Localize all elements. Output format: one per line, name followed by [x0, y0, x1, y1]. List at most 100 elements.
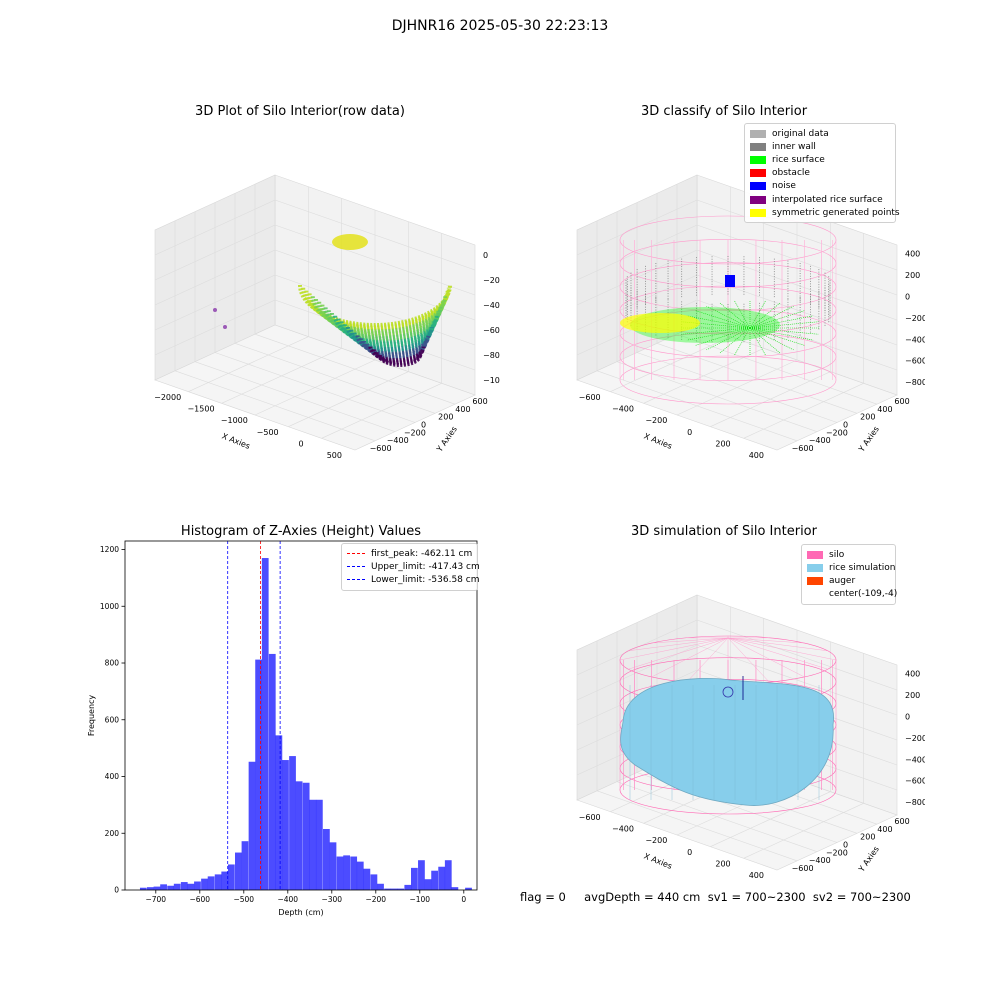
histogram-bar: [302, 782, 310, 890]
y-tick-label: 400: [877, 825, 892, 834]
z-tick-label: −800: [483, 351, 500, 360]
x-tick-label: 400: [749, 451, 764, 460]
y-tick-label: 600: [472, 397, 487, 406]
rice-surface-rays: [749, 302, 781, 329]
histogram-bar: [336, 856, 344, 890]
grid-line: [576, 619, 698, 676]
legend-label: inner wall: [772, 141, 816, 152]
x-tick-label: −100: [409, 895, 430, 904]
x-tick-label: 400: [749, 871, 764, 880]
raw-plot-title: 3D Plot of Silo Interior(row data): [195, 104, 405, 119]
histogram-bar: [235, 852, 242, 890]
legend-line-sample: [347, 579, 365, 581]
y-tick-label: 600: [894, 817, 909, 826]
symmetric-points: [620, 313, 700, 333]
y-axis-label: Y Axies: [434, 425, 459, 455]
grid-line: [696, 199, 898, 271]
grid-line: [676, 333, 878, 405]
x-tick-label: −1500: [187, 405, 214, 414]
legend-entry: Lower_limit: -536.58 cm: [347, 573, 479, 586]
y-tick-label: −600: [792, 444, 814, 453]
histogram-bar: [194, 881, 201, 890]
y-tick-label: −400: [387, 436, 409, 445]
legend-label: noise: [772, 181, 796, 192]
rice-surface-rays: [734, 327, 751, 356]
z-tick-label: 0: [905, 712, 910, 721]
x-tick-label: −500: [233, 895, 254, 904]
silo-roof-line: [651, 637, 729, 678]
legend-label: Upper_limit: -417.43 cm: [371, 561, 480, 572]
legend-entry: rice simulation: [807, 561, 895, 574]
legend-entry: silo: [807, 548, 890, 561]
z-tick-label: −400: [905, 335, 925, 344]
legend-label: rice simulation: [829, 562, 896, 573]
legend-label: first_peak: -462.11 cm: [371, 548, 473, 559]
histogram-bar: [384, 888, 391, 890]
silo-roof-line: [727, 637, 805, 644]
legend-swatch: [750, 182, 766, 191]
x-tick-label: −2000: [154, 393, 181, 402]
x-tick-label: 0: [687, 428, 692, 437]
silo-roof-line: [727, 637, 828, 652]
rice-surface-rays: [749, 327, 814, 341]
histogram-bar: [153, 886, 161, 890]
legend-swatch: [750, 142, 766, 151]
histogram-bar: [356, 861, 364, 890]
x-axis-label: X Axies: [221, 431, 252, 450]
y-axis-label: Y Axies: [856, 845, 881, 875]
x-tick-label: −500: [257, 428, 279, 437]
histogram-y-label: Frequency: [87, 695, 96, 737]
classify-plot-title: 3D classify of Silo Interior: [640, 104, 808, 119]
rice-surface-rays: [681, 327, 751, 335]
legend-swatch: [750, 195, 766, 204]
legend-swatch: [750, 129, 766, 138]
silo-roof-line: [651, 637, 729, 644]
classify-3d-plot: −600−400−20002004006004002000−200−400−60…: [576, 174, 925, 460]
histogram-bar: [261, 558, 269, 890]
histogram-bar: [147, 887, 154, 890]
y-tick-label: 0: [843, 421, 848, 430]
y-tick-label: 400: [455, 405, 470, 414]
histogram-x-label: Depth (cm): [278, 908, 323, 917]
legend-swatch: [750, 208, 766, 217]
y-tick-label: 400: [877, 405, 892, 414]
center-marker: [722, 686, 734, 698]
x-tick-label: −300: [321, 895, 342, 904]
silo-roof-line: [727, 637, 837, 661]
legend-entry: original data: [750, 127, 890, 140]
x-tick-label: −200: [365, 895, 386, 904]
histogram-bar: [241, 841, 249, 890]
histogram-bar: [180, 882, 188, 890]
histogram-bar: [411, 867, 418, 890]
x-tick-label: 0: [461, 895, 466, 904]
rice-surface-rays: [749, 327, 794, 351]
legend-entry: center(-109,-4): [807, 588, 897, 601]
y-tick-label: −200: [404, 428, 426, 437]
x-tick-label: −200: [645, 836, 667, 845]
histogram-bar: [275, 735, 283, 890]
z-tick-label: −600: [905, 357, 925, 366]
legend-label: interpolated rice surface: [772, 194, 883, 205]
x-tick-label: −600: [189, 895, 210, 904]
grid-line: [154, 199, 276, 256]
z-tick-label: −1000: [483, 376, 500, 385]
y-tick-label: 200: [860, 833, 875, 842]
rice-surface-rays: [734, 300, 751, 329]
histogram-bar: [255, 659, 263, 890]
histogram-bar: [465, 887, 472, 890]
legend-label: rice surface: [772, 154, 825, 165]
legend-label: center(-109,-4): [829, 589, 898, 600]
histogram-bar: [343, 855, 351, 890]
x-tick-label: −1000: [221, 416, 248, 425]
y-tick-label: 0: [843, 841, 848, 850]
rice-surface-rays: [686, 327, 751, 341]
z-tick-label: −800: [905, 378, 925, 387]
legend-label: auger: [829, 575, 856, 586]
rice-surface-rays: [719, 302, 751, 329]
grid-line: [274, 199, 476, 271]
x-tick-label: −400: [612, 405, 634, 414]
legend-line-sample: [347, 553, 365, 555]
rice-simulation-surface: [620, 678, 834, 806]
rice-surface-rays: [706, 305, 751, 329]
y-tick-label: −400: [809, 856, 831, 865]
